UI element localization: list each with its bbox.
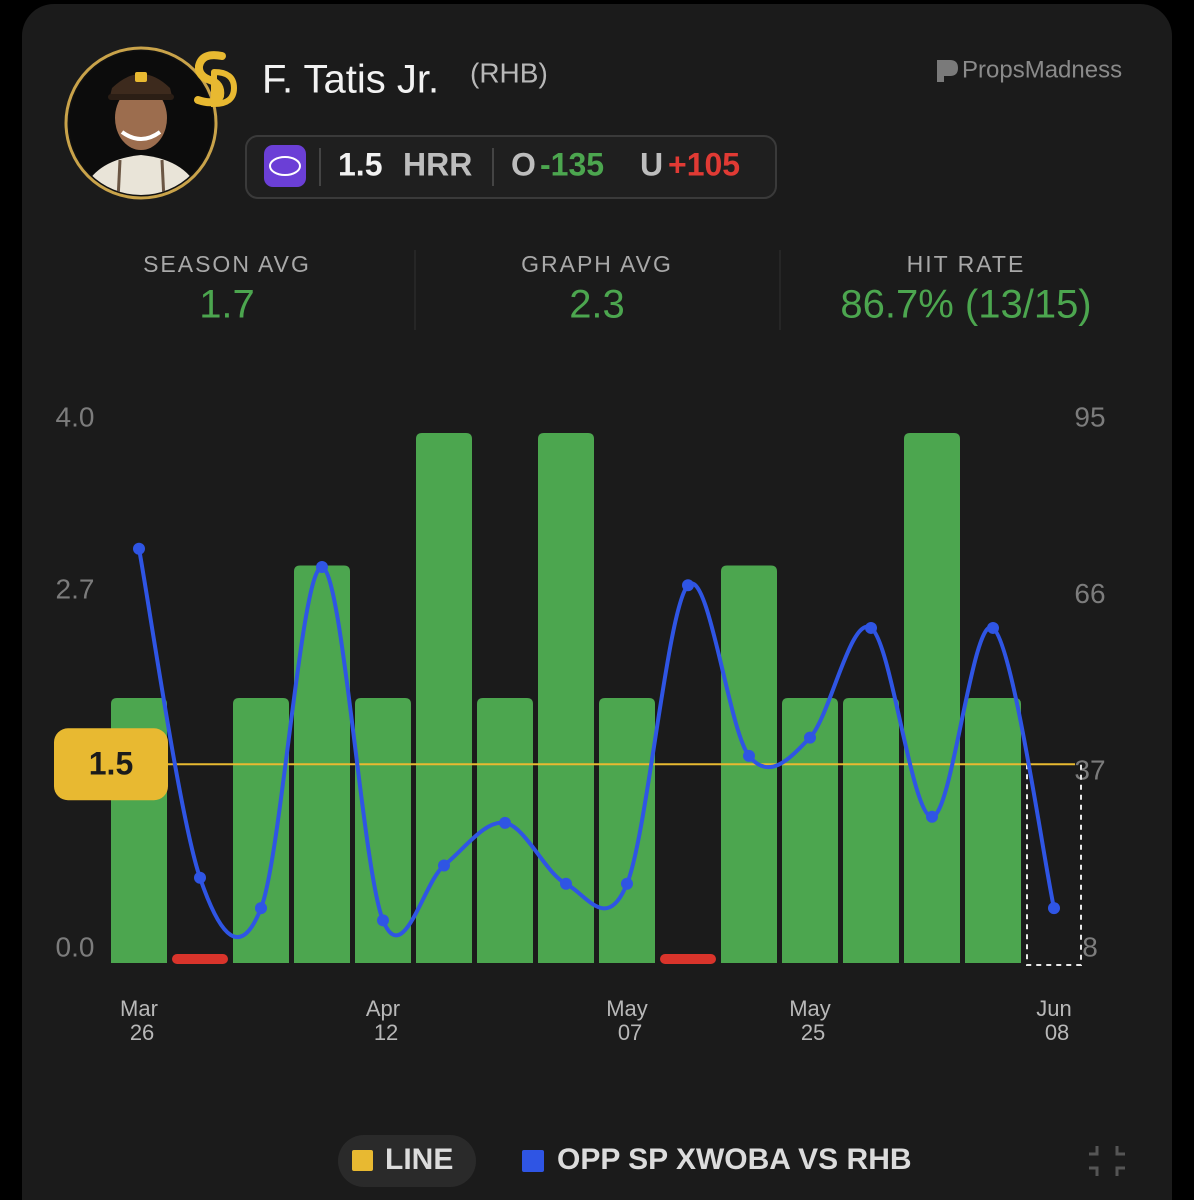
series-point xyxy=(865,621,877,634)
stats: SEASON AVG 1.7 GRAPH AVG 2.3 HIT RATE 86.7% (… xyxy=(143,251,1092,326)
over-odds: -135 xyxy=(540,146,604,182)
series-point xyxy=(987,621,999,634)
series-point xyxy=(377,914,389,927)
bar xyxy=(904,433,960,963)
plot: 0.0 2.7 4.0 8 37 66 95 Mar 26 Apr 12 May 07 May 25… xyxy=(54,401,1106,1045)
legend-swatch xyxy=(352,1150,373,1171)
x-tick-label: Jun 08 xyxy=(1036,996,1071,1045)
y2-tick-label: 95 xyxy=(1074,401,1105,432)
prop-box: 1.5 HRR O -135 U +105 xyxy=(245,135,777,199)
player-hand: (RHB) xyxy=(470,57,548,88)
series-line xyxy=(137,548,1056,940)
stat-value: 86.7% (13/15) xyxy=(840,283,1091,327)
under-label: U xyxy=(640,146,663,182)
legend-swatch xyxy=(522,1150,544,1172)
threshold-badge xyxy=(54,728,168,801)
y2-tick-label: 8 xyxy=(1082,931,1098,962)
team-logo xyxy=(194,51,238,108)
legend-label: LINE xyxy=(385,1143,453,1176)
bar xyxy=(843,698,899,963)
x-tick-label: May 25 xyxy=(789,996,831,1045)
y-tick-label: 2.7 xyxy=(56,574,95,605)
series-point xyxy=(316,561,328,574)
x-tick-label: Apr 12 xyxy=(366,996,400,1045)
series-point xyxy=(926,810,938,823)
series-point xyxy=(804,731,816,744)
prop-stat: HRR xyxy=(403,146,472,182)
legend: LINE OPP SP XWOBA VS RHB xyxy=(338,1135,912,1187)
stat-label: GRAPH AVG xyxy=(521,251,673,277)
stat-value: 1.7 xyxy=(199,283,255,327)
series-point xyxy=(438,859,450,872)
stat-label: HIT RATE xyxy=(907,251,1026,277)
series-point xyxy=(255,902,267,915)
series-point xyxy=(194,871,206,884)
legend-pill xyxy=(338,1135,476,1187)
legend-label: OPP SP XWOBA VS RHB xyxy=(557,1143,912,1176)
prop-line: 1.5 xyxy=(338,146,382,182)
stat-value: 2.3 xyxy=(569,283,625,327)
over-label: O xyxy=(511,146,536,182)
y2-tick-label: 37 xyxy=(1074,755,1105,786)
y2-tick-label: 66 xyxy=(1074,578,1105,609)
bar xyxy=(599,698,655,963)
bar xyxy=(172,954,228,964)
series-point xyxy=(1048,902,1060,915)
x-tick-label: Mar 26 xyxy=(120,996,158,1045)
upcoming-slot xyxy=(1026,764,1082,966)
series-point xyxy=(499,816,511,829)
series-point xyxy=(621,877,633,890)
threshold-label: 1.5 xyxy=(89,746,133,782)
series-point xyxy=(682,579,694,592)
bar xyxy=(965,698,1021,963)
avatar xyxy=(64,46,218,200)
player-name: F. Tatis Jr. xyxy=(262,58,439,102)
x-tick-label: May 07 xyxy=(606,996,648,1045)
y-tick-label: 0.0 xyxy=(56,931,95,962)
y-tick-label: 4.0 xyxy=(56,401,95,432)
brand-name: PropsMadness xyxy=(962,56,1122,83)
collapse-icon[interactable] xyxy=(1089,1146,1125,1176)
bar xyxy=(538,433,594,963)
under-odds: +105 xyxy=(668,146,740,182)
bar xyxy=(660,954,716,964)
series-point xyxy=(133,542,145,555)
series-point xyxy=(743,749,755,762)
bar xyxy=(233,698,289,963)
bar xyxy=(416,433,472,963)
series-point xyxy=(560,877,572,890)
stat-label: SEASON AVG xyxy=(143,251,311,277)
brand: PropsMadness xyxy=(937,56,1122,83)
